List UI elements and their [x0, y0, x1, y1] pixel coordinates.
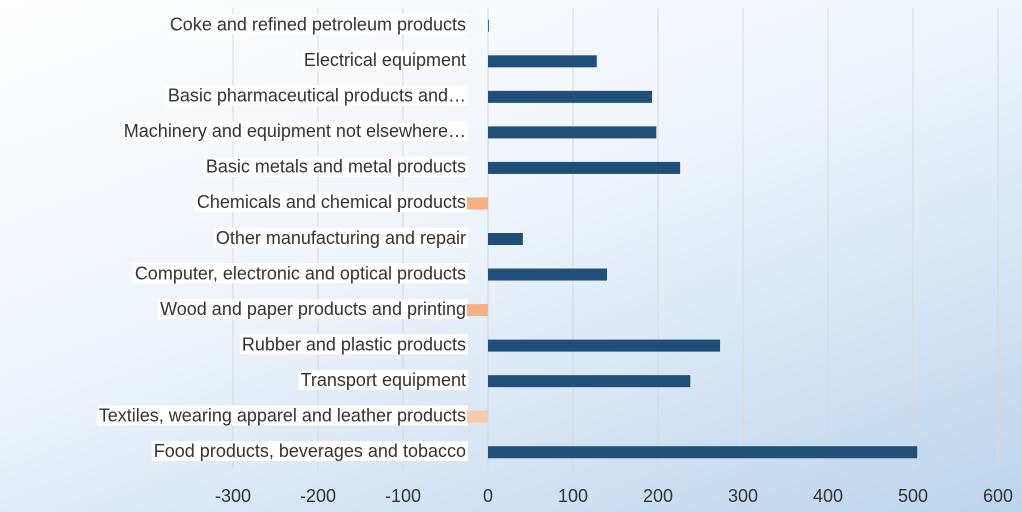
y-tick-label: Rubber and plastic products — [242, 334, 466, 354]
y-tick-label: Chemicals and chemical products — [197, 192, 466, 212]
bar — [466, 410, 488, 423]
bar — [488, 161, 681, 174]
bar — [488, 126, 657, 139]
y-tick-label: Basic metals and metal products — [206, 157, 466, 177]
bar — [488, 446, 918, 459]
bar — [488, 268, 607, 281]
bar — [488, 19, 489, 32]
x-tick-label: 500 — [898, 486, 928, 506]
y-tick-label: Textiles, wearing apparel and leather pr… — [99, 405, 466, 425]
x-tick-label: -300 — [215, 486, 251, 506]
y-tick-label: Machinery and equipment not elsewhere… — [124, 121, 466, 141]
bar — [488, 375, 691, 388]
label-background — [121, 121, 468, 142]
y-tick-label: Computer, electronic and optical product… — [135, 263, 466, 283]
y-tick-label: Wood and paper products and printing — [160, 299, 466, 319]
y-tick-label: Transport equipment — [301, 370, 466, 390]
label-background — [301, 50, 468, 71]
x-tick-label: 0 — [483, 486, 493, 506]
label-background — [239, 334, 468, 355]
label-background — [96, 405, 468, 426]
label-background — [298, 369, 468, 390]
bar — [466, 197, 488, 210]
x-tick-label: 100 — [558, 486, 588, 506]
label-background — [213, 227, 469, 248]
label-background — [132, 263, 468, 284]
bar — [488, 233, 523, 245]
y-tick-label: Food products, beverages and tobacco — [154, 441, 466, 461]
x-tick-label: 600 — [983, 486, 1013, 506]
y-tick-label: Coke and refined petroleum products — [170, 15, 466, 35]
label-background — [167, 14, 468, 35]
x-tick-label: 300 — [728, 486, 758, 506]
bar — [488, 90, 653, 103]
y-tick-label: Electrical equipment — [304, 50, 466, 70]
y-tick-label: Other manufacturing and repair — [216, 228, 466, 248]
x-tick-label: 400 — [813, 486, 843, 506]
label-background — [151, 440, 468, 461]
label-background — [158, 298, 468, 319]
label-background — [203, 156, 468, 177]
label-background — [194, 192, 468, 213]
y-tick-label: Basic pharmaceutical products and… — [168, 86, 466, 106]
x-tick-label: 200 — [643, 486, 673, 506]
bar — [466, 304, 488, 317]
bar — [488, 339, 721, 352]
x-tick-label: -100 — [385, 486, 421, 506]
bar — [488, 55, 597, 68]
x-tick-label: -200 — [300, 486, 336, 506]
label-background — [165, 85, 468, 106]
